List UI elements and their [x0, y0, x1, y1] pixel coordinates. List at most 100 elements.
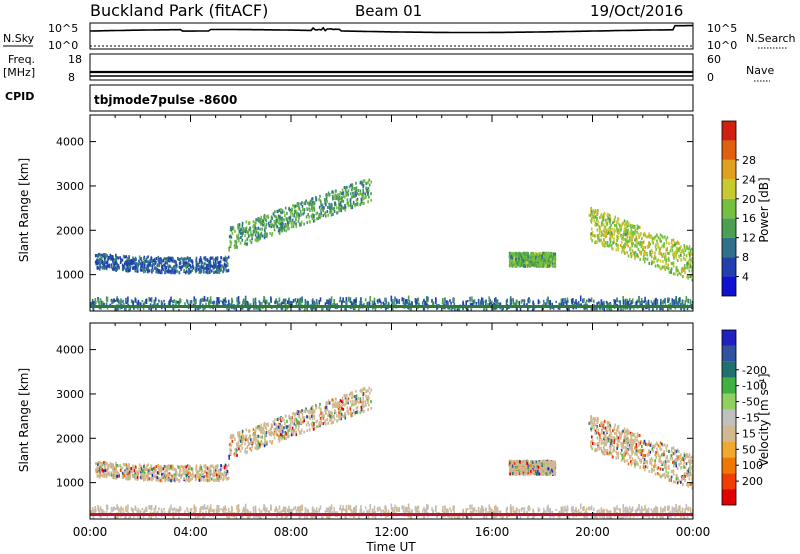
velocity-echo [128, 516, 130, 519]
velocity-echo [195, 464, 198, 468]
power-echo [665, 248, 668, 252]
power-echo [95, 262, 98, 266]
velocity-echo [177, 508, 179, 512]
power-echo [96, 262, 99, 266]
power-echo [338, 203, 340, 207]
velocity-echo [321, 516, 323, 519]
power-echo [656, 239, 658, 243]
colorbar-swatch [722, 121, 736, 141]
power-echo [379, 300, 382, 303]
power-echo [594, 221, 597, 225]
velocity-echo [631, 506, 634, 512]
power-echo [125, 268, 127, 272]
power-echo [219, 268, 222, 272]
velocity-echo [150, 505, 153, 511]
velocity-echo [174, 467, 176, 471]
power-echo [187, 257, 190, 261]
velocity-echo [677, 506, 680, 512]
power-echo [676, 273, 679, 277]
nsearch-top-tick: 10^5 [707, 22, 737, 35]
power-echo [127, 296, 129, 302]
power-echo [367, 191, 369, 195]
velocity-echo [683, 513, 685, 519]
power-echo [163, 299, 165, 303]
power-echo [313, 213, 315, 217]
velocity-echo [634, 509, 637, 514]
power-echo [297, 206, 300, 210]
velocity-echo [454, 513, 456, 519]
power-echo [109, 253, 112, 257]
power-echo [612, 247, 614, 251]
power-echo [361, 182, 363, 186]
power-echo [119, 260, 122, 264]
power-echo [590, 216, 593, 220]
power-echo [609, 214, 611, 218]
power-echo [628, 236, 631, 240]
power-echo [513, 253, 516, 257]
power-echo [359, 203, 361, 207]
power-echo [259, 227, 261, 231]
colorbar-tick-label: 28 [742, 154, 756, 167]
nsearch-bottom-tick: 10^0 [707, 39, 737, 52]
power-echo [202, 265, 205, 269]
power-echo [656, 299, 659, 305]
power-echo [523, 252, 526, 256]
velocity-echo [637, 507, 640, 511]
power-echo [112, 298, 115, 302]
velocity-echo [209, 471, 212, 475]
velocity-echo [498, 510, 500, 513]
power-echo [513, 259, 516, 263]
power-echo [593, 216, 595, 220]
power-echo [254, 297, 257, 304]
velocity-echo [427, 504, 429, 510]
power-echo [254, 233, 257, 237]
power-echo [191, 268, 194, 272]
velocity-echo [220, 508, 222, 511]
power-echo [527, 253, 530, 257]
power-echo [344, 186, 347, 190]
power-echo [655, 247, 658, 251]
power-echo [636, 230, 638, 234]
power-echo [244, 230, 247, 234]
velocity-echo [613, 507, 615, 511]
velocity-echo [449, 507, 451, 511]
power-echo [464, 307, 467, 310]
power-echo [623, 232, 626, 236]
power-echo [253, 224, 255, 228]
power-echo [340, 204, 343, 208]
power-echo [406, 300, 409, 304]
power-echo [162, 259, 165, 263]
power-echo [594, 210, 597, 214]
velocity-echo [157, 478, 159, 482]
velocity-echo [222, 466, 225, 470]
power-echo [307, 213, 309, 217]
power-echo [238, 301, 241, 305]
velocity-echo [103, 471, 106, 475]
power-echo [527, 255, 529, 259]
power-echo [590, 220, 593, 224]
power-echo [658, 248, 661, 252]
velocity-echo [129, 514, 132, 519]
power-echo [332, 197, 334, 201]
power-echo [228, 306, 231, 310]
velocity-echo [259, 509, 261, 515]
power-echo [590, 207, 592, 211]
velocity-echo [97, 507, 100, 511]
power-echo [230, 228, 233, 232]
power-echo [620, 225, 622, 229]
power-echo [129, 268, 131, 272]
power-echo [534, 252, 536, 256]
power-echo [678, 249, 680, 253]
velocity-echo [106, 504, 109, 511]
velocity-echo [480, 508, 482, 515]
power-echo [603, 211, 606, 215]
power-echo [280, 228, 283, 232]
power-echo [213, 300, 215, 304]
power-echo [668, 251, 670, 255]
power-echo [456, 308, 459, 311]
power-echo [591, 239, 593, 243]
velocity-echo [586, 507, 588, 511]
power-echo [683, 303, 685, 307]
velocity-echo [244, 503, 247, 510]
power-echo [283, 225, 286, 229]
